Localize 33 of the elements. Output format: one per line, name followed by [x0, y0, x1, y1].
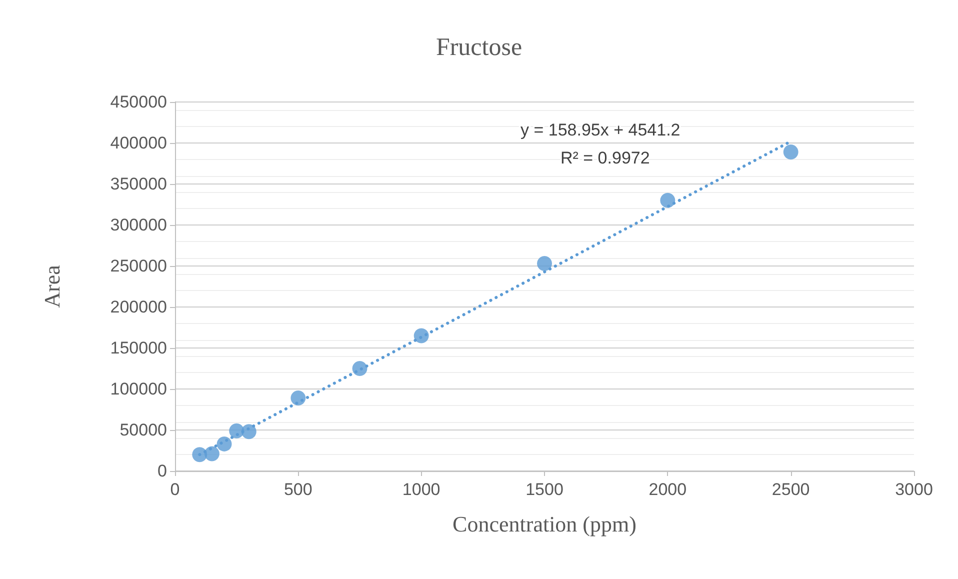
y-tick-label: 50000	[120, 420, 167, 440]
y-tick-label: 400000	[110, 134, 167, 152]
y-tick-label: 0	[158, 462, 167, 480]
x-axis-title: Concentration (ppm)	[452, 512, 636, 536]
y-tick-label: 250000	[110, 256, 167, 276]
x-tick-label: 3000	[895, 480, 933, 499]
y-tick-label: 200000	[110, 298, 167, 316]
y-axis-title: Area	[40, 264, 64, 308]
x-tick-label: 2000	[648, 480, 687, 499]
point	[192, 447, 208, 462]
x-tick-label: 0	[170, 480, 180, 499]
point	[660, 192, 676, 208]
chart-title: Fructose	[436, 34, 522, 61]
point	[414, 328, 429, 344]
point	[537, 256, 552, 272]
x-tick-label: 1000	[402, 480, 440, 499]
annotation: y = 158.95x + 4541.2	[520, 120, 680, 140]
point	[241, 424, 256, 440]
y-tick-label: 450000	[110, 92, 167, 112]
point	[290, 390, 306, 406]
x-tick-label: 500	[284, 480, 312, 499]
point	[783, 144, 798, 160]
y-tick-label: 350000	[110, 174, 167, 194]
y-tick-label: 100000	[110, 380, 167, 398]
point	[204, 446, 220, 462]
x-tick-label: 1500	[526, 480, 564, 499]
y-tick-label: 150000	[110, 338, 167, 358]
point	[352, 361, 368, 376]
x-tick-label: 2500	[772, 480, 810, 499]
y-tick-label: 300000	[110, 216, 167, 234]
point	[229, 423, 244, 438]
annotation: R² = 0.9972	[560, 148, 650, 168]
point	[216, 436, 232, 452]
